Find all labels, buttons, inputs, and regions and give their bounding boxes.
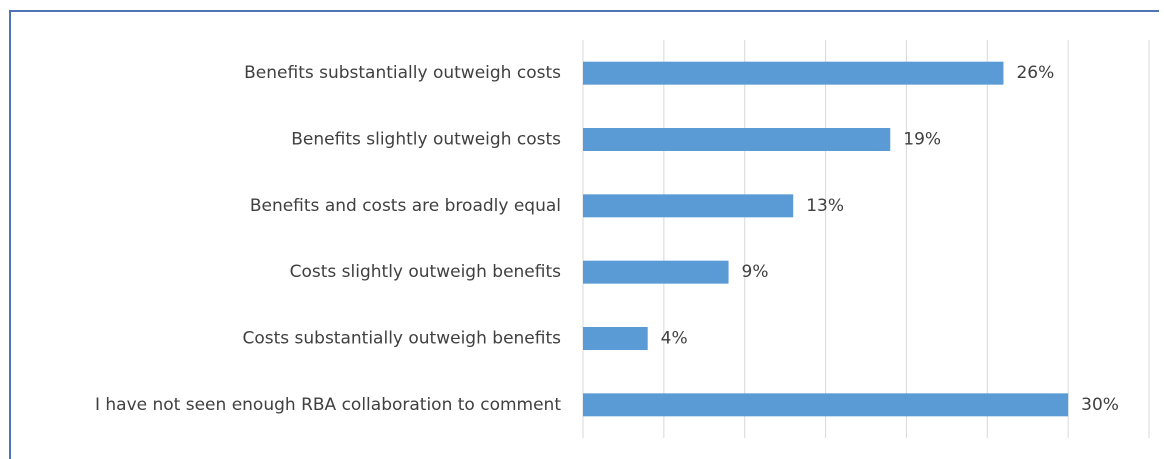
data-label: 4% xyxy=(661,329,688,349)
data-label: 13% xyxy=(806,196,844,216)
data-labels: 26% 19% 13% 9% 4% 30% xyxy=(661,63,1119,415)
category-label: Costs slightly outweigh benefits xyxy=(290,262,562,282)
category-label: Benefits and costs are broadly equal xyxy=(250,196,561,216)
data-label: 30% xyxy=(1081,395,1119,415)
bar xyxy=(583,260,729,284)
category-label: Costs substantially outweigh benefits xyxy=(242,329,561,349)
chart-frame xyxy=(9,10,1159,459)
data-label: 26% xyxy=(1016,63,1054,83)
bars xyxy=(583,61,1069,417)
category-labels: Benefits substantially outweigh costs Ben… xyxy=(95,63,561,415)
category-label: I have not seen enough RBA collaboration… xyxy=(95,395,561,415)
data-label: 9% xyxy=(742,262,769,282)
category-label: Benefits substantially outweigh costs xyxy=(244,63,561,83)
gridlines xyxy=(582,40,1150,438)
bar xyxy=(583,393,1069,417)
bar xyxy=(583,194,794,218)
bar xyxy=(583,327,648,350)
category-label: Benefits slightly outweigh costs xyxy=(291,130,561,150)
bar xyxy=(583,128,891,151)
data-label: 19% xyxy=(903,130,941,150)
bar xyxy=(583,61,1004,85)
